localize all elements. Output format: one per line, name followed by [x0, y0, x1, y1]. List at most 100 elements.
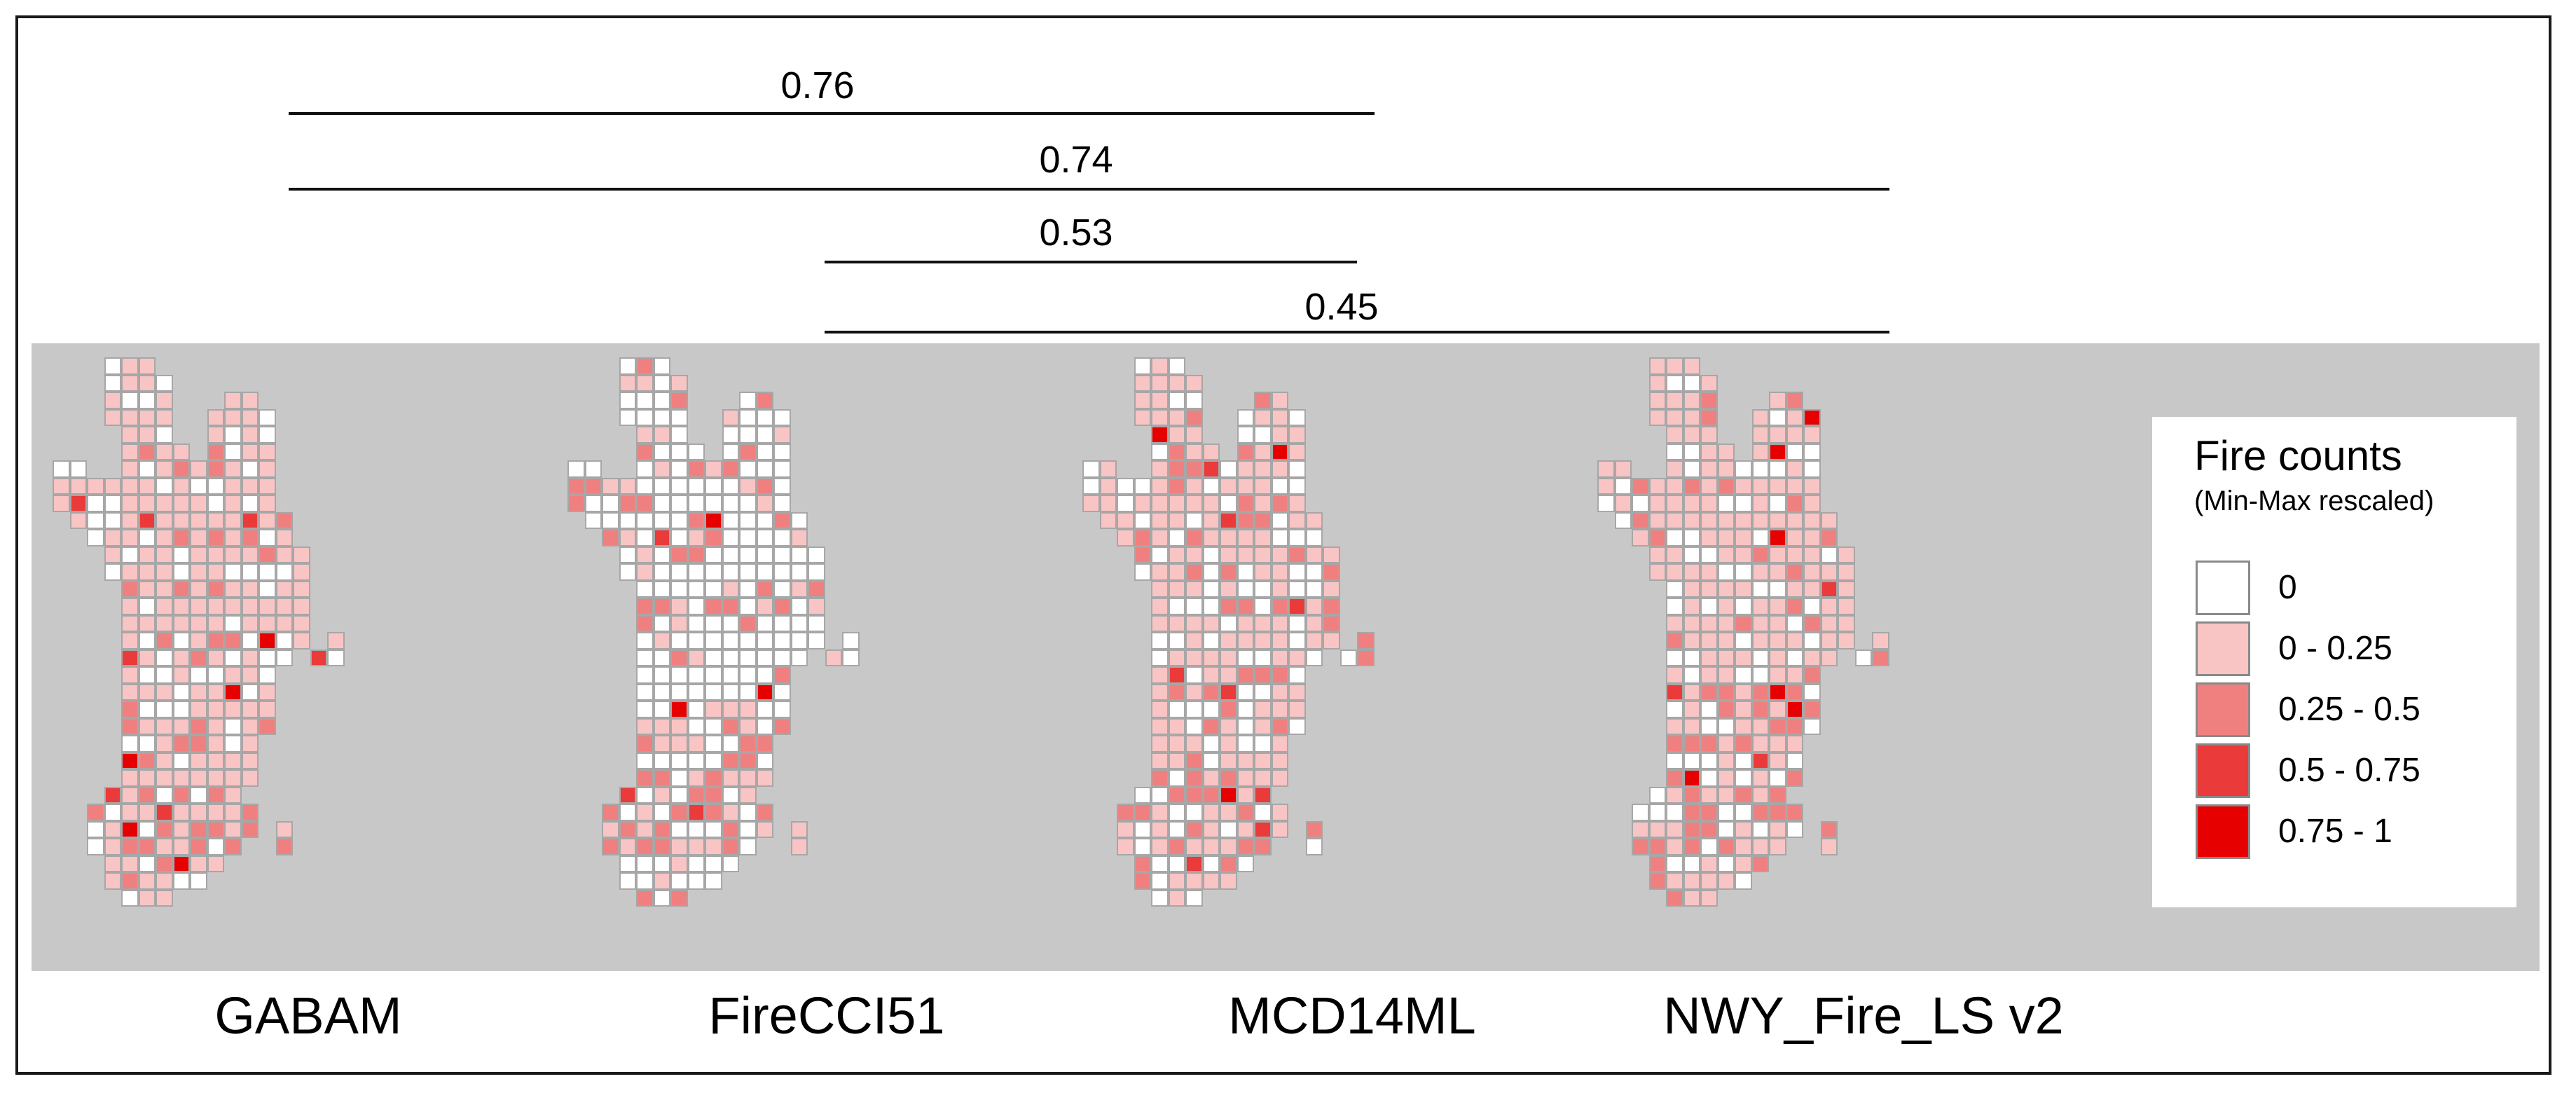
- grid-cell: [1666, 374, 1683, 392]
- grid-cell: [259, 426, 276, 444]
- grid-cell: [636, 460, 654, 478]
- grid-cell: [156, 889, 173, 907]
- grid-cell: [1323, 546, 1340, 563]
- grid-cell: [1683, 357, 1700, 375]
- grid-cell: [121, 820, 139, 838]
- grid-cell: [1786, 426, 1803, 444]
- grid-cell: [1202, 855, 1220, 872]
- grid-cell: [1168, 563, 1185, 581]
- grid-cell: [207, 495, 224, 512]
- grid-cell: [1220, 804, 1237, 821]
- grid-cell: [1237, 598, 1254, 615]
- grid-cell: [790, 563, 808, 581]
- grid-cell: [1666, 872, 1683, 890]
- grid-cell: [1648, 804, 1666, 821]
- grid-cell: [1735, 804, 1752, 821]
- grid-cell: [121, 477, 139, 495]
- grid-cell: [1786, 511, 1803, 529]
- grid-cell: [1786, 408, 1803, 426]
- grid-cell: [584, 495, 602, 512]
- grid-cell: [1220, 786, 1237, 804]
- grid-cell: [1237, 717, 1254, 735]
- grid-cell: [842, 649, 860, 666]
- grid-cell: [190, 717, 207, 735]
- grid-cell: [653, 408, 670, 426]
- grid-cell: [722, 649, 739, 666]
- grid-cell: [722, 580, 739, 598]
- grid-cell: [1288, 408, 1306, 426]
- grid-cell: [1820, 546, 1838, 563]
- grid-cell: [722, 632, 739, 649]
- legend-label-3: 0.5 - 0.75: [2278, 752, 2420, 789]
- grid-cell: [172, 529, 190, 546]
- grid-cell: [138, 889, 156, 907]
- grid-cell: [705, 820, 722, 838]
- grid-cell: [224, 701, 242, 718]
- grid-cell: [1220, 511, 1237, 529]
- grid-cell: [138, 477, 156, 495]
- correlation-bar-line-4: [825, 331, 1889, 334]
- grid-cell: [1305, 529, 1323, 546]
- grid-cell: [636, 529, 654, 546]
- grid-cell: [1751, 580, 1769, 598]
- grid-cell: [190, 683, 207, 701]
- grid-cell: [1151, 563, 1169, 581]
- grid-cell: [619, 511, 636, 529]
- grid-cell: [1151, 820, 1169, 838]
- grid-cell: [1151, 752, 1169, 769]
- grid-cell: [138, 614, 156, 632]
- grid-cell: [207, 855, 224, 872]
- grid-cell: [1168, 443, 1185, 460]
- grid-cell: [653, 889, 670, 907]
- grid-cell: [1735, 683, 1752, 701]
- grid-cell: [1220, 598, 1237, 615]
- grid-cell: [1786, 820, 1803, 838]
- grid-cell: [190, 855, 207, 872]
- grid-cell: [1820, 820, 1838, 838]
- grid-cell: [156, 752, 173, 769]
- grid-cell: [121, 392, 139, 409]
- grid-cell: [619, 855, 636, 872]
- grid-cell: [87, 477, 104, 495]
- grid-cell: [172, 614, 190, 632]
- grid-cell: [138, 443, 156, 460]
- grid-cell: [241, 598, 259, 615]
- grid-cell: [104, 855, 121, 872]
- grid-cell: [1666, 717, 1683, 735]
- grid-cell: [636, 872, 654, 890]
- grid-cell: [687, 614, 705, 632]
- grid-cell: [259, 460, 276, 478]
- grid-cell: [1357, 649, 1375, 666]
- grid-cell: [1357, 632, 1375, 649]
- grid-cell: [1185, 752, 1203, 769]
- grid-cell: [1185, 460, 1203, 478]
- grid-cell: [756, 820, 773, 838]
- grid-cell: [121, 683, 139, 701]
- grid-cell: [121, 495, 139, 512]
- grid-cell: [1220, 838, 1237, 855]
- grid-cell: [1185, 477, 1203, 495]
- grid-cell: [636, 649, 654, 666]
- grid-cell: [1151, 769, 1169, 787]
- grid-cell: [121, 563, 139, 581]
- grid-cell: [1632, 477, 1649, 495]
- grid-cell: [1220, 529, 1237, 546]
- grid-cell: [1769, 408, 1786, 426]
- grid-cell: [1202, 735, 1220, 752]
- grid-cell: [1717, 786, 1735, 804]
- grid-cell: [687, 804, 705, 821]
- grid-cell: [773, 563, 791, 581]
- grid-cell: [1254, 460, 1272, 478]
- grid-cell: [636, 855, 654, 872]
- grid-cell: [1117, 511, 1134, 529]
- grid-cell: [1271, 717, 1288, 735]
- grid-cell: [1185, 392, 1203, 409]
- grid-cell: [584, 477, 602, 495]
- grid-cell: [1666, 820, 1683, 838]
- grid-cell: [670, 683, 688, 701]
- grid-cell: [1632, 495, 1649, 512]
- grid-cell: [293, 614, 310, 632]
- grid-cell: [739, 426, 757, 444]
- grid-cell: [1683, 426, 1700, 444]
